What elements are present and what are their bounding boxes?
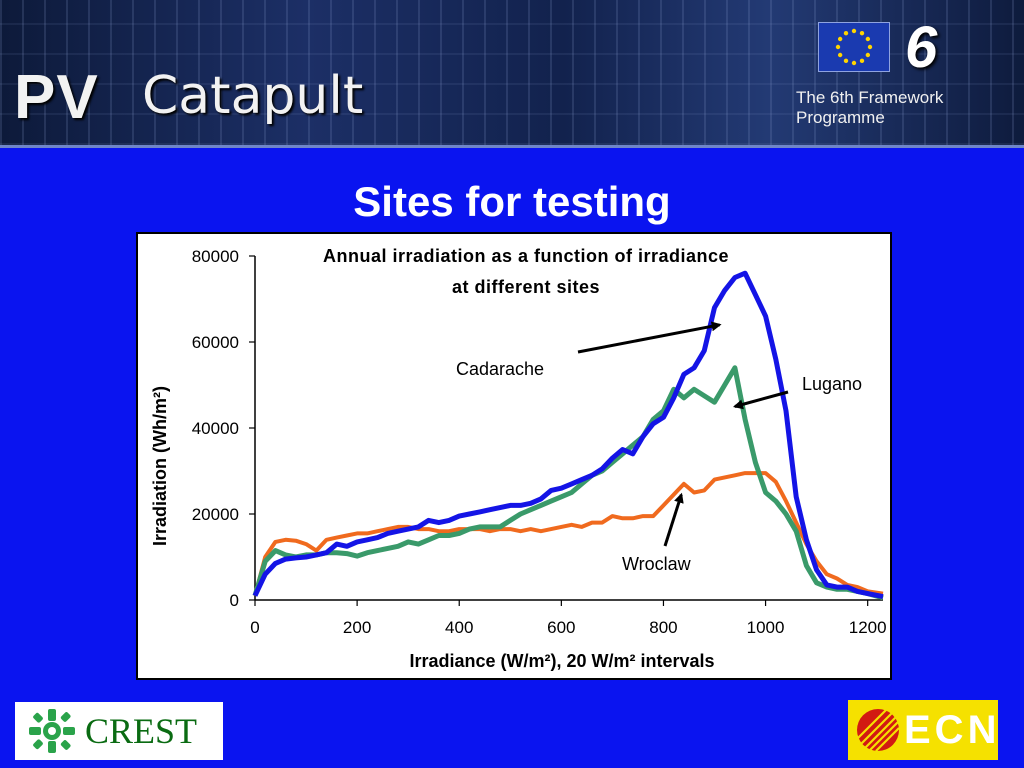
- series-line-cadarache: [252, 270, 884, 600]
- y-tick-label: 80000: [192, 247, 239, 266]
- x-tick-label: 1200: [849, 618, 887, 637]
- slide-title: Sites for testing: [353, 178, 671, 225]
- header-banner: PV Catapult 6 The 6th Framework Programm…: [0, 0, 1024, 148]
- chart-axes: 0 200 400 600 800 1000 1200 0 20000 40000 60000 800…: [192, 247, 887, 637]
- annotation-label-lugano: Lugano: [802, 374, 862, 394]
- line-chart: Annual irradiation as a function of irra…: [150, 246, 887, 671]
- x-tick-label: 800: [649, 618, 677, 637]
- chart-annotations: Cadarache Lugano Wroclaw: [456, 321, 862, 574]
- annotation-label-cadarache: Cadarache: [456, 359, 544, 379]
- crest-logo: CREST: [15, 702, 223, 760]
- series-line-lugano: [252, 365, 884, 601]
- crest-logo-text: CREST: [85, 711, 198, 751]
- ecn-logo: ECN: [848, 700, 998, 760]
- framework-six-logo: 6: [905, 15, 938, 80]
- chart-series: [252, 270, 884, 601]
- y-axis-title: Irradiation (Wh/m²): [150, 386, 170, 546]
- chart-title-line1: Annual irradiation as a function of irra…: [323, 246, 729, 266]
- x-tick-label: 0: [250, 618, 259, 637]
- x-tick-label: 600: [547, 618, 575, 637]
- x-tick-label: 1000: [747, 618, 785, 637]
- annotation-arrow-cadarache: [577, 321, 722, 354]
- annotation-arrow-lugano: [733, 390, 789, 410]
- framework-programme-label: The 6th Framework Programme: [796, 88, 944, 127]
- y-tick-label: 20000: [192, 505, 239, 524]
- chart-title-line2: at different sites: [452, 277, 600, 297]
- x-tick-label: 200: [343, 618, 371, 637]
- eu-stars-icon: [835, 28, 873, 66]
- eu-flag-icon: [818, 22, 890, 72]
- ecn-emblem-icon: [857, 709, 900, 752]
- y-tick-label: 60000: [192, 333, 239, 352]
- ecn-logo-text: ECN: [904, 708, 1001, 752]
- chart-frame: Annual irradiation as a function of irra…: [136, 232, 892, 680]
- annotation-arrow-wroclaw: [663, 492, 684, 547]
- x-tick-label: 400: [445, 618, 473, 637]
- brand-pv: PV: [14, 63, 99, 132]
- series-line-wroclaw: [253, 471, 884, 597]
- crest-emblem-icon: [29, 709, 75, 753]
- y-tick-label: 0: [230, 591, 239, 610]
- y-tick-label: 40000: [192, 419, 239, 438]
- x-axis-title: Irradiance (W/m²), 20 W/m² intervals: [409, 651, 714, 671]
- annotation-label-wroclaw: Wroclaw: [622, 554, 692, 574]
- brand-catapult: Catapult: [142, 66, 364, 126]
